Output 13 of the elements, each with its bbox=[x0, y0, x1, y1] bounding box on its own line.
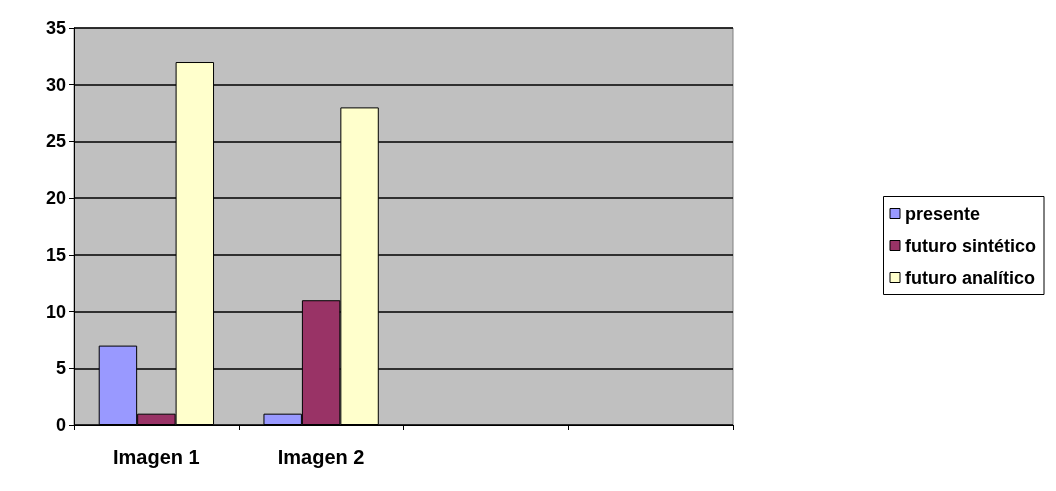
y-tick-label: 5 bbox=[55, 358, 66, 379]
x-tick-label: Imagen 2 bbox=[277, 446, 365, 468]
y-tick-label: 25 bbox=[45, 131, 66, 152]
y-tick-label: 15 bbox=[45, 244, 66, 265]
y-tick-label: 35 bbox=[45, 18, 66, 38]
legend-label: futuro analítico bbox=[905, 267, 1036, 288]
y-tick-label: 10 bbox=[45, 301, 66, 322]
y-tick-label: 30 bbox=[45, 74, 66, 95]
y-tick-label: 20 bbox=[45, 188, 66, 209]
y-tick-label: 0 bbox=[55, 415, 66, 435]
x-tick-label: Imagen 1 bbox=[113, 446, 200, 468]
legend-label: futuro sintético bbox=[905, 235, 1037, 256]
legend-label: presente bbox=[905, 203, 981, 224]
